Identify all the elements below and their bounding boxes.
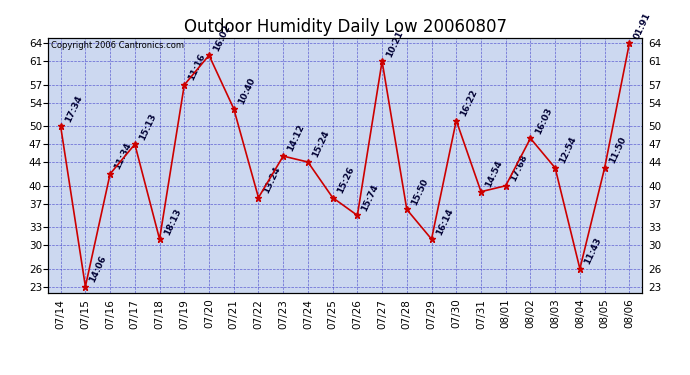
Text: 15:50: 15:50 bbox=[410, 177, 430, 207]
Text: 17:34: 17:34 bbox=[63, 94, 83, 124]
Text: 15:13: 15:13 bbox=[137, 112, 158, 141]
Text: 15:74: 15:74 bbox=[360, 183, 380, 213]
Text: 12:54: 12:54 bbox=[558, 135, 578, 165]
Text: 11:50: 11:50 bbox=[607, 135, 628, 165]
Text: 17:68: 17:68 bbox=[509, 153, 529, 183]
Text: 15:26: 15:26 bbox=[335, 165, 355, 195]
Text: 11:43: 11:43 bbox=[582, 236, 603, 266]
Text: 01:91: 01:91 bbox=[632, 11, 652, 40]
Text: 16:14: 16:14 bbox=[434, 207, 455, 236]
Text: 11:34: 11:34 bbox=[113, 141, 133, 171]
Text: 10:21: 10:21 bbox=[385, 29, 405, 58]
Text: 11:16: 11:16 bbox=[187, 53, 207, 82]
Text: 14:54: 14:54 bbox=[484, 159, 504, 189]
Text: 10:40: 10:40 bbox=[237, 76, 257, 106]
Text: 16:02: 16:02 bbox=[212, 23, 232, 53]
Text: 18:13: 18:13 bbox=[162, 207, 183, 236]
Text: 15:24: 15:24 bbox=[310, 129, 331, 159]
Text: 14:12: 14:12 bbox=[286, 123, 306, 153]
Text: Copyright 2006 Cantronics.com: Copyright 2006 Cantronics.com bbox=[51, 41, 184, 50]
Text: 13:24: 13:24 bbox=[262, 165, 282, 195]
Text: 16:03: 16:03 bbox=[533, 106, 553, 135]
Text: 16:22: 16:22 bbox=[459, 88, 480, 118]
Text: 14:06: 14:06 bbox=[88, 254, 108, 284]
Title: Outdoor Humidity Daily Low 20060807: Outdoor Humidity Daily Low 20060807 bbox=[184, 18, 506, 36]
